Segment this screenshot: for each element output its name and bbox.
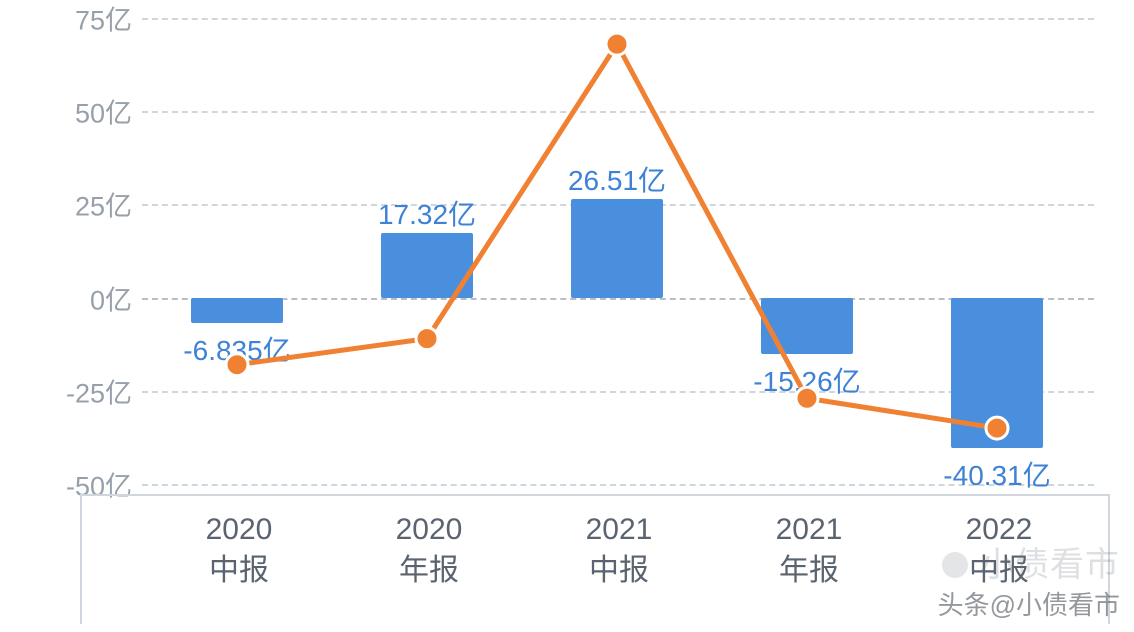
x-tick-year: 2021: [524, 510, 714, 551]
x-tick-year: 2020: [144, 510, 334, 551]
y-tick-label: 75亿: [12, 0, 132, 38]
line-series: [142, 18, 1094, 484]
y-tick-label: -25亿: [12, 371, 132, 410]
line-marker: [226, 354, 248, 376]
x-tick-period: 年报: [714, 551, 904, 592]
x-tick-label: 2020年报: [334, 510, 524, 591]
x-tick-label: 2021年报: [714, 510, 904, 591]
watermark-primary-text: 小债看市: [980, 546, 1120, 584]
x-tick-period: 年报: [334, 551, 524, 592]
watermark-secondary: 头条@小债看市: [938, 585, 1120, 622]
line-marker: [606, 33, 628, 55]
watermark-secondary-text: 头条@小债看市: [938, 590, 1120, 620]
x-tick-year: 2020: [334, 510, 524, 551]
y-tick-label: 25亿: [12, 185, 132, 224]
line-marker: [796, 387, 818, 409]
line-marker: [416, 328, 438, 350]
x-tick-label: 2020中报: [144, 510, 334, 591]
y-tick-label: 0亿: [12, 278, 132, 317]
x-tick-period: 中报: [524, 551, 714, 592]
plot-area: -6.835亿17.32亿26.51亿-15.26亿-40.31亿: [142, 18, 1094, 484]
line-path: [237, 44, 997, 428]
watermark-primary: 小债看市: [940, 537, 1120, 586]
line-marker: [986, 417, 1008, 439]
y-tick-label: 50亿: [12, 92, 132, 131]
x-tick-period: 中报: [144, 551, 334, 592]
x-tick-year: 2021: [714, 510, 904, 551]
financial-chart: -6.835亿17.32亿26.51亿-15.26亿-40.31亿 -50亿-2…: [0, 0, 1134, 632]
x-tick-label: 2021中报: [524, 510, 714, 591]
